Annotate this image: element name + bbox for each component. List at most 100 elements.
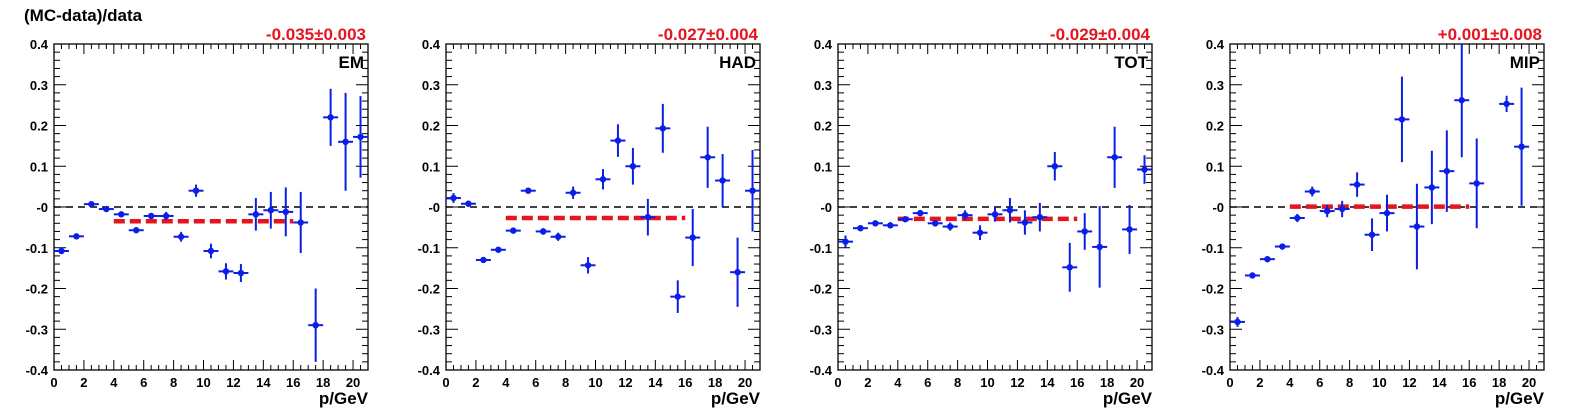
data-point: [599, 176, 607, 183]
fit-result-label: -0.035±0.003: [266, 25, 366, 44]
y-tick-label: -0.1: [418, 241, 440, 256]
panel-em: -0.4 -0.3 -0.2 -0.1 -0 0.1 0.2 0.3 0.4 0 2 4 6 8 10 12 1…: [26, 25, 369, 408]
panel-label: MIP: [1510, 53, 1540, 72]
data-point: [480, 256, 487, 264]
data-point: [450, 194, 457, 202]
data-point: [1294, 214, 1301, 222]
data-point: [1051, 163, 1059, 170]
data-point: [495, 246, 502, 253]
data-point: [614, 137, 622, 144]
panel-tot: -0.4 -0.3 -0.2 -0.1 -0 0.1 0.2 0.3 0.4 0 2 4 6 8 10 12 1…: [810, 25, 1153, 408]
y-tick-label: 0.1: [30, 159, 48, 174]
y-tick-label: -0.1: [26, 241, 48, 256]
data-point: [644, 213, 652, 221]
data-point: [510, 227, 517, 234]
data-point: [177, 233, 185, 240]
x-tick-label: 12: [618, 375, 632, 390]
data-point: [327, 114, 334, 121]
y-tick-label: -0.1: [810, 241, 832, 256]
data-point: [525, 187, 532, 194]
x-tick-label: 10: [588, 375, 602, 390]
x-tick-label: 18: [1100, 375, 1114, 390]
x-axis-title: p/GeV: [319, 389, 369, 408]
data-point: [887, 222, 894, 229]
y-tick-label: 0.3: [30, 78, 48, 93]
data-point: [1323, 207, 1331, 215]
data-point: [1428, 184, 1436, 191]
x-tick-label: 12: [226, 375, 240, 390]
x-tick-label: 10: [196, 375, 210, 390]
data-point: [1264, 255, 1271, 263]
data-point: [1398, 116, 1406, 123]
data-point: [629, 163, 637, 170]
data-point: [1518, 143, 1525, 150]
x-tick-label: 8: [1346, 375, 1353, 390]
x-tick-label: 8: [562, 375, 569, 390]
data-point: [539, 228, 547, 235]
data-point: [674, 293, 681, 300]
data-point: [991, 211, 999, 218]
x-tick-label: 0: [442, 375, 449, 390]
x-tick-label: 18: [708, 375, 722, 390]
data-point: [1279, 243, 1286, 250]
y-tick-label: -0.3: [418, 322, 440, 337]
data-point: [1036, 213, 1044, 221]
y-tick-label: 0.1: [1206, 159, 1224, 174]
data-point: [1111, 154, 1118, 161]
x-tick-label: 6: [140, 375, 147, 390]
y-tick-label: 0.4: [30, 37, 49, 52]
y-tick-label: 0.2: [422, 119, 440, 134]
data-point: [749, 187, 756, 194]
x-tick-label: 16: [1462, 375, 1476, 390]
y-tick-label: -0: [1212, 200, 1224, 215]
x-tick-label: 2: [472, 375, 479, 390]
x-axis-title: p/GeV: [711, 389, 761, 408]
x-tick-label: 2: [1256, 375, 1263, 390]
x-tick-label: 4: [502, 375, 510, 390]
x-tick-label: 16: [286, 375, 300, 390]
data-point: [1368, 231, 1376, 238]
x-tick-label: 10: [980, 375, 994, 390]
data-point: [1081, 228, 1088, 235]
x-tick-label: 6: [924, 375, 931, 390]
data-point: [872, 220, 879, 227]
data-point: [1353, 181, 1361, 188]
data-point: [1458, 97, 1465, 104]
y-tick-label: 0.4: [814, 37, 833, 52]
data-point: [569, 189, 577, 196]
x-tick-label: 0: [834, 375, 841, 390]
x-tick-label: 16: [678, 375, 692, 390]
x-tick-label: 10: [1372, 375, 1386, 390]
data-point: [1006, 207, 1014, 214]
y-tick-label: -0.3: [810, 322, 832, 337]
x-axis-title: p/GeV: [1495, 389, 1545, 408]
data-point: [73, 233, 80, 240]
panel-label: HAD: [719, 53, 756, 72]
x-tick-label: 4: [894, 375, 902, 390]
fit-result-label: -0.027±0.004: [658, 25, 759, 44]
data-point: [133, 227, 140, 234]
y-tick-label: -0.2: [1202, 282, 1224, 297]
y-tick-label: -0.2: [26, 282, 48, 297]
x-tick-label: 14: [1432, 375, 1447, 390]
y-tick-label: -0: [36, 200, 48, 215]
x-tick-label: 6: [532, 375, 539, 390]
x-axis-title: p/GeV: [1103, 389, 1153, 408]
data-point: [1141, 166, 1148, 173]
data-point: [1503, 100, 1510, 108]
fit-result-label: -0.029±0.004: [1050, 25, 1151, 44]
data-point: [267, 207, 275, 214]
data-point: [252, 211, 260, 218]
x-tick-label: 0: [1226, 375, 1233, 390]
y-tick-label: 0.2: [30, 119, 48, 134]
data-point: [237, 269, 245, 277]
y-axis-title: (MC-data)/data: [24, 6, 143, 25]
fit-result-label: +0.001±0.008: [1438, 25, 1542, 44]
data-point: [1383, 209, 1391, 217]
x-tick-label: 2: [80, 375, 87, 390]
y-tick-label: -0.4: [810, 363, 833, 378]
y-tick-label: 0.3: [422, 78, 440, 93]
x-tick-label: 20: [1522, 375, 1536, 390]
data-point: [207, 247, 215, 255]
data-point: [704, 154, 711, 161]
